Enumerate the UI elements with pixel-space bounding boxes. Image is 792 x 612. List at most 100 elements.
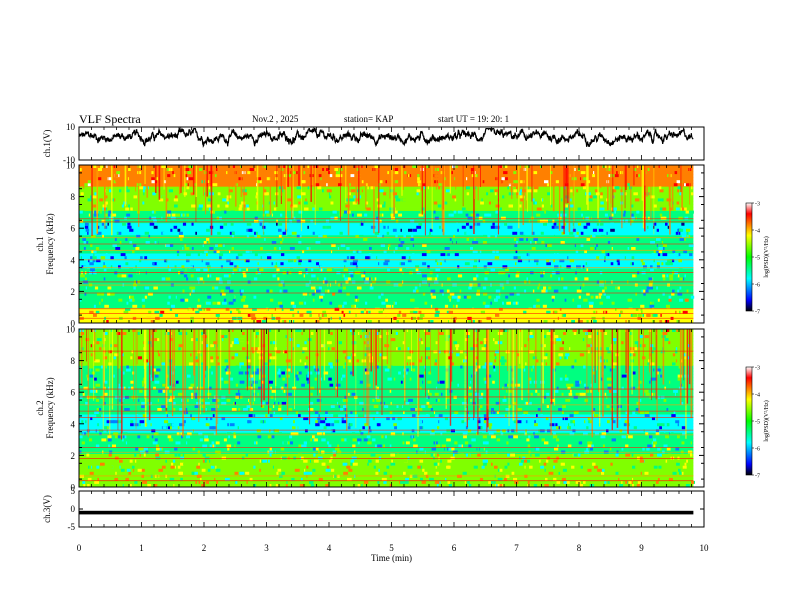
ch1-spectrogram-cell xyxy=(490,225,495,229)
ch1-spectrogram-cell xyxy=(609,216,613,220)
ch2-spectrogram-cell xyxy=(445,368,449,372)
ch1-spectrogram-cell xyxy=(238,207,242,211)
ch2-spectrogram-cell xyxy=(327,341,332,345)
ch2-spectrogram-cell xyxy=(468,392,472,396)
ch1-spectrogram-cell xyxy=(112,237,115,241)
ch1-spectrogram-ytick-label: 10 xyxy=(66,161,76,171)
ch2-spectrogram-cell xyxy=(150,423,152,427)
ch1-spectrogram-cell xyxy=(306,310,312,314)
ch1-spectrogram-cell xyxy=(367,225,371,229)
ch1-spectrogram-cell xyxy=(533,189,538,193)
ch1-spectrogram-burst xyxy=(480,165,481,187)
ch1-spectrogram-cell xyxy=(110,310,114,314)
ch1-spectrogram-burst xyxy=(138,165,140,227)
ch2-spectrogram-cell xyxy=(556,438,560,442)
ch2-spectrogram-cell xyxy=(664,338,669,342)
ch1-spectrogram-cell xyxy=(353,228,357,232)
ch1-spectrogram-cell xyxy=(363,237,368,241)
ch2-spectrogram-cell xyxy=(288,392,292,396)
ch1-spectrogram-cell xyxy=(494,256,500,260)
ch2-spectrogram-cell xyxy=(285,484,288,487)
ch1-spectrogram-burst xyxy=(391,165,393,219)
ch1-spectrogram-cell xyxy=(259,180,262,184)
ch1-spectrogram-cell xyxy=(656,259,661,263)
ch1-spectrogram-cell xyxy=(107,177,113,181)
ch1-spectrogram-cell xyxy=(384,247,388,250)
ch2-spectrogram-cell xyxy=(571,377,576,381)
ch1-spectrogram-cell xyxy=(492,250,496,254)
ch2-spectrogram-cell xyxy=(352,432,356,436)
ch1-spectrogram-cell xyxy=(126,213,131,217)
ch2-spectrogram-cell xyxy=(143,377,145,381)
ch1-spectrogram-cell xyxy=(505,268,509,272)
ch2-spectrogram-cell xyxy=(495,477,499,481)
ch2-spectrogram-cell xyxy=(556,338,562,342)
ch1-spectrogram-cell xyxy=(356,168,360,171)
ch1-spectrogram-cell xyxy=(412,289,416,293)
ch1-spectrogram-ylabel: ch.1 xyxy=(35,236,45,251)
ch1-spectrogram-cell xyxy=(93,253,95,257)
ch1-spectrogram-cell xyxy=(168,295,171,299)
ch2-spectrogram-cell xyxy=(424,371,426,375)
ch1-spectrogram-cell xyxy=(271,262,274,266)
ch1-spectrogram-cell xyxy=(455,310,458,314)
ch2-spectrogram-cell xyxy=(112,444,117,448)
ch2-spectrogram-cell xyxy=(465,426,468,430)
ch1-spectrogram-cell xyxy=(623,213,626,217)
ch1-spectrogram-band xyxy=(79,277,694,281)
ch1-spectrogram-cell xyxy=(498,295,501,299)
ch2-spectrogram-cell xyxy=(456,347,459,351)
ch1-spectrogram-cell xyxy=(173,174,176,178)
ch1-spectrogram-cell xyxy=(623,210,626,214)
ch2-spectrogram-band xyxy=(79,408,694,412)
ch1-spectrogram-cell xyxy=(546,310,551,314)
ch2-spectrogram-cell xyxy=(530,447,533,451)
ch2-spectrogram-cell xyxy=(278,471,282,475)
ch1-spectrogram-cell xyxy=(141,298,145,302)
ch1-spectrogram-cell xyxy=(331,250,333,254)
ch1-spectrogram-cell xyxy=(466,177,468,181)
ch1-spectrogram-cell xyxy=(374,307,380,311)
ch1-spectrogram-cell xyxy=(356,198,360,202)
ch2-spectrogram-cell xyxy=(209,329,214,332)
ch2-spectrogram-cell xyxy=(590,429,596,433)
ch2-spectrogram-cell xyxy=(171,462,174,466)
ch1-spectrogram-burst xyxy=(646,165,648,197)
ch2-spectrogram-cell xyxy=(154,338,159,342)
ch1-spectrogram-cell xyxy=(324,231,329,235)
ch1-spectrogram-cell xyxy=(630,204,634,208)
ch1-spectrogram-cell xyxy=(249,168,255,171)
ch1-spectrogram-cell xyxy=(95,310,100,314)
ch1-spectrogram-cell xyxy=(431,295,436,299)
ch1-spectrogram-cell xyxy=(595,247,597,250)
ch1-spectrogram-cell xyxy=(636,237,640,241)
ch2-spectrogram-cell xyxy=(506,441,509,445)
ch1-spectrogram-cell xyxy=(107,222,109,226)
ch2-spectrogram-cell xyxy=(238,371,244,375)
ch1-spectrogram-cell xyxy=(315,241,321,244)
ch2-spectrogram-cell xyxy=(125,441,128,445)
ch2-spectrogram-cell xyxy=(674,359,676,363)
ch1-spectrogram-cell xyxy=(323,277,327,281)
ch1-spectrogram-cell xyxy=(391,274,393,278)
ch1-spectrogram-cell xyxy=(567,256,569,260)
ch1-spectrogram-cell xyxy=(448,320,449,323)
ch1-spectrogram-cell xyxy=(119,168,125,171)
ch2-spectrogram-cell xyxy=(435,386,438,390)
ch2-spectrogram-cell xyxy=(239,471,245,475)
ch2-spectrogram-cell xyxy=(318,414,320,418)
ch2-spectrogram-burst xyxy=(200,329,201,415)
ch2-spectrogram-cell xyxy=(662,332,668,335)
ch2-spectrogram-cell xyxy=(461,420,465,424)
ch1-spectrogram-cell xyxy=(457,298,460,302)
ch2-spectrogram-cell xyxy=(188,386,193,390)
ch2-spectrogram-cell xyxy=(345,447,348,451)
ch1-spectrogram-cell xyxy=(582,265,585,269)
ch2-spectrogram-cell xyxy=(488,480,491,484)
ch1-spectrogram-cell xyxy=(611,301,615,305)
ch2-spectrogram-cell xyxy=(496,438,501,442)
ch2-spectrogram-burst xyxy=(586,329,588,405)
ch1-spectrogram-cell xyxy=(513,180,518,184)
ch1-spectrogram-cell xyxy=(465,231,467,235)
ch1-spectrogram-cell xyxy=(569,204,574,208)
